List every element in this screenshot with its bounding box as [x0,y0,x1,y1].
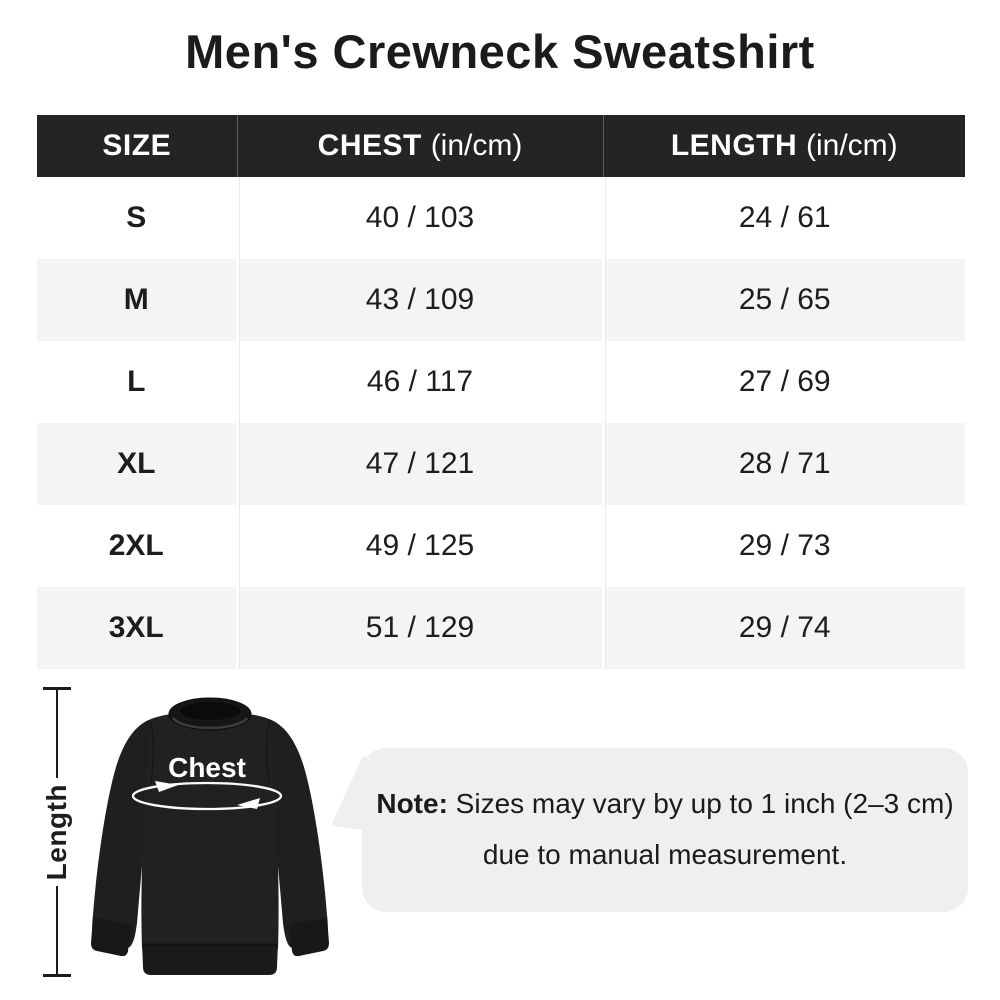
table-row: XL 47 / 121 28 / 71 [37,423,965,505]
note-line-2: due to manual measurement. [482,839,848,870]
collar-rib-highlight [171,717,249,730]
size-cell: S [126,201,147,234]
note-bubble-tail [332,756,366,830]
header-chest: CHEST (in/cm) [236,115,603,177]
sweatshirt-body [141,711,279,949]
chest-cell: 46 / 117 [235,341,603,423]
length-line-lower [56,886,58,974]
length-dimension-indicator: Length [41,687,72,977]
length-cell: 25 / 65 [601,259,965,341]
table-row: M 43 / 109 25 / 65 [37,259,965,341]
header-length: LENGTH (in/cm) [602,115,965,177]
size-table-header: SIZE CHEST (in/cm) LENGTH (in/cm) [37,115,965,177]
sweatshirt-left-cuff [91,917,131,957]
left-armhole-seam [150,720,154,786]
note-line-1: Note: Sizes may vary by up to 1 inch (2–… [376,788,954,820]
size-table: SIZE CHEST (in/cm) LENGTH (in/cm) S 40 / … [37,115,965,669]
length-cell: 29 / 73 [601,505,965,587]
table-row: 2XL 49 / 125 29 / 73 [37,505,965,587]
chest-cell: 51 / 129 [235,587,603,669]
collar-opening [180,702,240,720]
chest-cell: 47 / 121 [235,423,603,505]
header-size-label: SIZE [102,129,172,162]
chest-cell: 49 / 125 [235,505,603,587]
chest-label: Chest [168,752,246,783]
size-cell: 2XL [108,529,164,562]
size-cell: XL [37,423,237,505]
right-armhole-seam [266,720,270,786]
header-length-unit: (in/cm) [806,129,898,162]
note-label: Note: [376,788,448,820]
note-bubble: Note: Sizes may vary by up to 1 inch (2–… [362,748,968,912]
sweatshirt-hem-band [142,943,278,975]
sweatshirt-illustration: Chest [91,697,329,975]
page-title: Men's Crewneck Sweatshirt [185,25,815,78]
length-label: Length [41,783,72,881]
chest-cell: 40 / 103 [235,177,603,259]
length-line-upper [56,690,58,778]
size-table-body: S 40 / 103 24 / 61 M 43 / 109 25 / 65 L 46 / 11… [37,177,965,669]
size-cell: L [127,365,146,398]
chest-measure-ellipse [131,781,283,811]
chest-arrowhead-right-icon [155,781,178,792]
header-size: SIZE [37,115,237,177]
sweatshirt-left-sleeve [92,719,151,949]
table-row: S 40 / 103 24 / 61 [37,177,965,259]
chest-cell: 43 / 109 [235,259,603,341]
length-cell: 24 / 61 [601,177,965,259]
size-cell: M [37,259,237,341]
length-line-top-cap [43,687,71,690]
sweatshirt-right-cuff [289,917,329,957]
table-row: 3XL 51 / 129 29 / 74 [37,587,965,669]
header-chest-label: CHEST [317,129,422,162]
length-line-bottom-cap [43,974,71,977]
header-length-label: LENGTH [670,129,798,162]
size-cell: 3XL [37,587,237,669]
length-cell: 29 / 74 [601,587,965,669]
sweatshirt-right-sleeve [269,719,328,949]
header-chest-unit: (in/cm) [430,129,523,162]
note-text-1: Sizes may vary by up to 1 inch (2–3 cm) [447,788,954,820]
header-row: SIZE CHEST (in/cm) LENGTH (in/cm) [37,115,965,177]
length-cell: 28 / 71 [601,423,965,505]
length-cell: 27 / 69 [601,341,965,423]
chest-arrowhead-left-icon [237,798,260,809]
table-row: L 46 / 117 27 / 69 [37,341,965,423]
